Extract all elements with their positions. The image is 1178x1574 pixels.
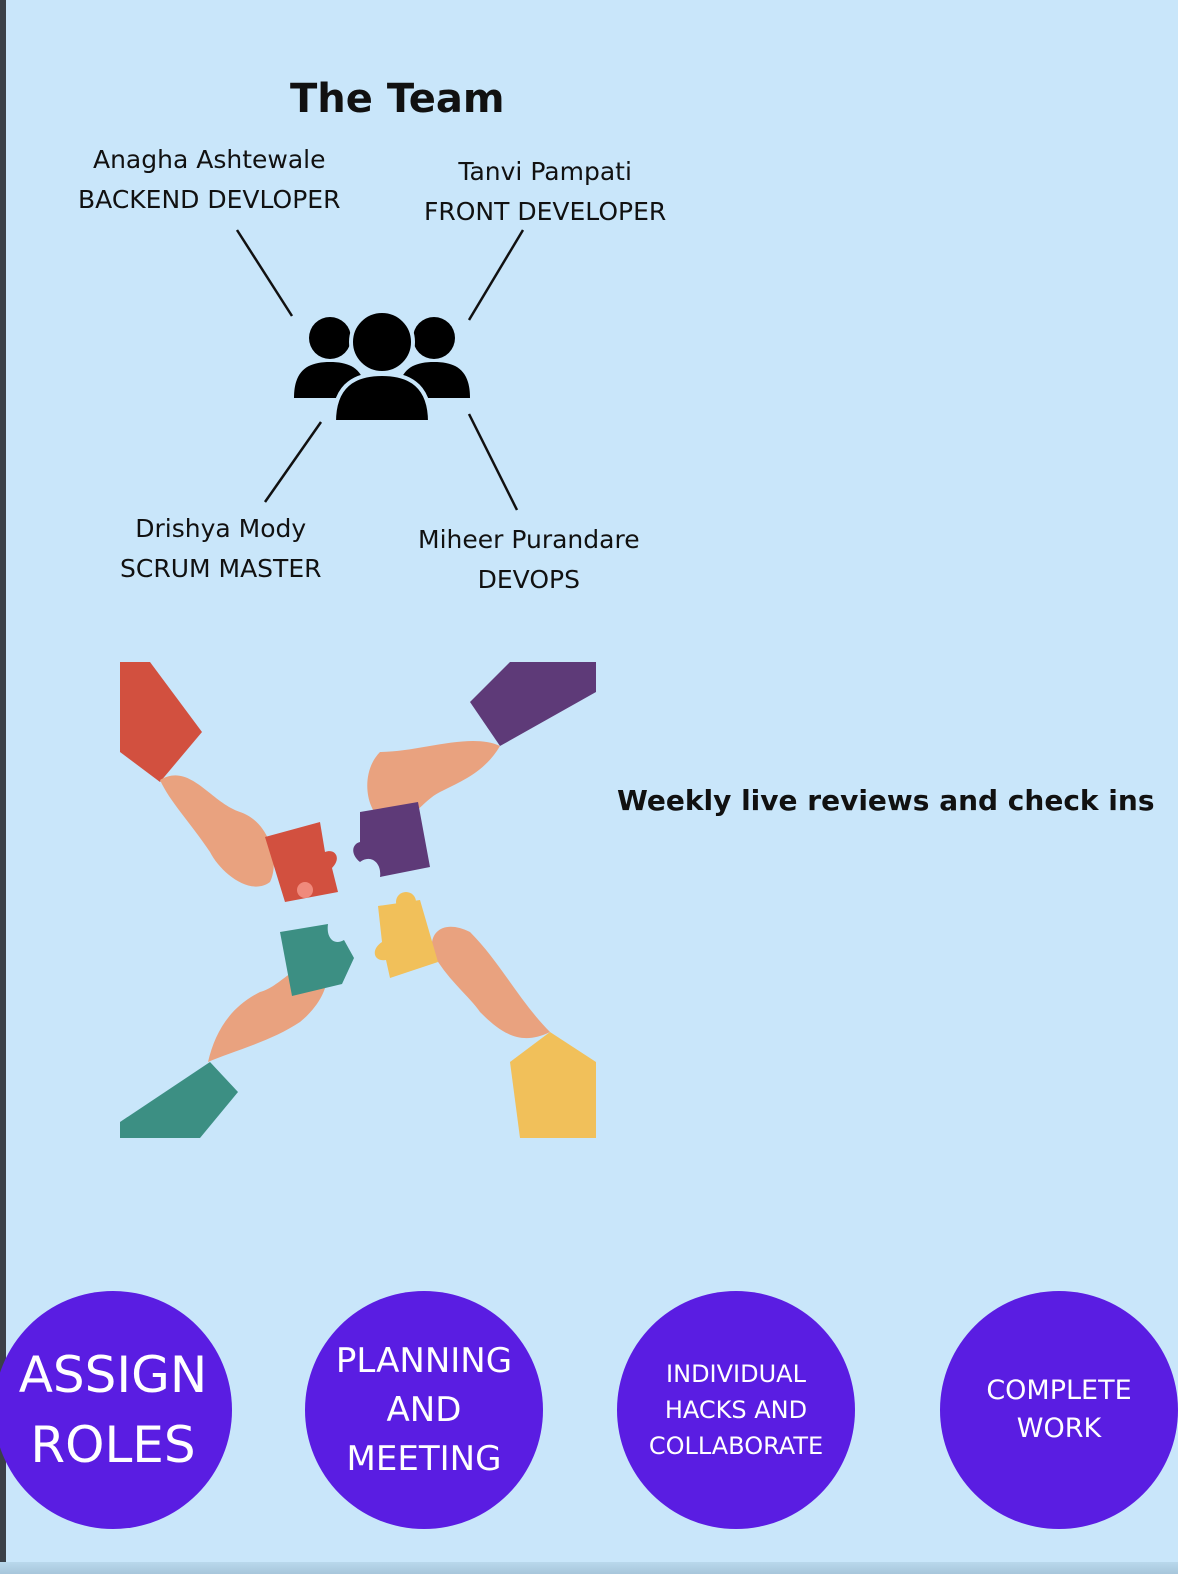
step-assign-roles: ASSIGN ROLES <box>0 1291 232 1529</box>
member-role: DEVOPS <box>418 560 640 600</box>
member-drishya: Drishya Mody SCRUM MASTER <box>120 509 322 589</box>
step-planning-and-meeting: PLANNING AND MEETING <box>305 1291 543 1529</box>
member-anagha: Anagha Ashtewale BACKEND DEVLOPER <box>78 140 340 220</box>
member-name: Drishya Mody <box>135 514 306 543</box>
step-label: COMPLETE WORK <box>986 1372 1131 1448</box>
member-miheer: Miheer Purandare DEVOPS <box>418 520 640 600</box>
member-tanvi: Tanvi Pampati FRONT DEVELOPER <box>424 152 666 232</box>
step-complete-work: COMPLETE WORK <box>940 1291 1178 1529</box>
member-role: FRONT DEVELOPER <box>424 192 666 232</box>
puzzle-hands-illustration <box>120 662 596 1138</box>
member-name: Miheer Purandare <box>418 525 640 554</box>
step-label: INDIVIDUAL HACKS AND COLLABORATE <box>649 1356 823 1464</box>
step-individual-hacks: INDIVIDUAL HACKS AND COLLABORATE <box>617 1291 855 1529</box>
team-people-icon <box>292 312 472 424</box>
member-name: Anagha Ashtewale <box>93 145 326 174</box>
member-role: SCRUM MASTER <box>120 549 322 589</box>
member-role: BACKEND DEVLOPER <box>78 180 340 220</box>
weekly-reviews-note: Weekly live reviews and check ins <box>617 784 1155 817</box>
bottom-edge <box>0 1562 1178 1574</box>
step-label: PLANNING AND MEETING <box>336 1337 512 1484</box>
member-name: Tanvi Pampati <box>458 157 632 186</box>
step-label: ASSIGN ROLES <box>19 1340 208 1480</box>
